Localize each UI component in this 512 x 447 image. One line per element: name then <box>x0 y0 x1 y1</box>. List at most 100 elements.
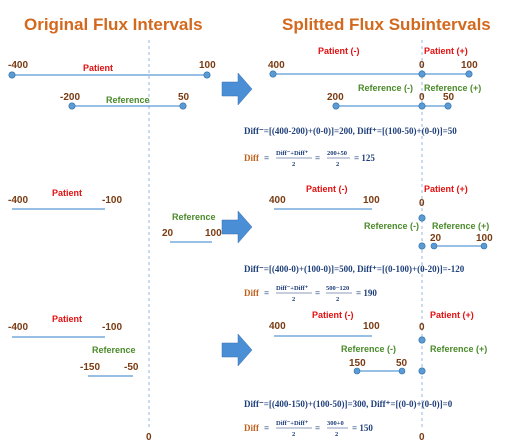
p3-equals: = <box>264 423 269 433</box>
p3-left-patient-start: -400 <box>8 322 28 333</box>
p2-right-patient-zero-dot <box>418 214 426 222</box>
p3-right-patient-zero-dot <box>418 336 426 344</box>
p2-frac-den: 2 <box>292 296 295 303</box>
p1-diff-label: Diff <box>244 153 260 163</box>
p3-right-reference-neg-start: 150 <box>349 358 366 369</box>
p2-left-reference-label: Reference <box>172 212 216 222</box>
p1-equals: = <box>264 153 269 163</box>
p2-right-reference-pos-label: Reference (+) <box>432 221 489 231</box>
p1-left-patient-end: 100 <box>199 60 216 71</box>
p2-right-patient-pos-label: Patient (+) <box>424 184 468 194</box>
p1-left-reference-label: Reference <box>106 95 150 105</box>
p3-arrow-icon <box>221 333 253 367</box>
p3-left-reference-end: -50 <box>124 362 139 373</box>
p1-right-patient-split-dot <box>418 70 426 78</box>
p2-right-reference-pos-start-dot <box>430 242 438 250</box>
p1-diff-components-equation: Diff⁻=[(400-200)+(0-0)]=200, Diff⁺=[(100… <box>244 126 457 136</box>
p3-right-patient-neg-start: 400 <box>269 321 286 332</box>
p1-right-patient-pos-label: Patient (+) <box>424 46 468 56</box>
p2-right-reference-pos-end-dot <box>480 242 488 250</box>
p2-diff-components-equation: Diff⁻=[(400-0)+(100-0)]=500, Diff⁺=[(0-1… <box>244 264 465 274</box>
right-title: Splitted Flux Subintervals <box>282 15 491 34</box>
p3-right-reference-neg-label: Reference (-) <box>341 344 396 354</box>
p2-right-patient-neg-label: Patient (-) <box>306 184 348 194</box>
panel-3: -400 -100 Patient -150 -50 Reference 400… <box>8 310 487 438</box>
p3-right-reference-zero-dot <box>418 367 426 375</box>
p3-right-reference-neg-start-dot <box>353 367 361 375</box>
p1-left-reference-end-dot <box>179 102 187 110</box>
p1-arrow-icon <box>221 72 253 106</box>
p1-right-reference-split-dot <box>418 102 426 110</box>
p2-left-reference-start: 20 <box>162 228 174 239</box>
p1-frac-den: 2 <box>292 161 295 168</box>
p2-left-patient-start: -400 <box>8 195 28 206</box>
p2-frac-num: Diff⁻+Diff⁺ <box>276 285 309 292</box>
p2-equals: = <box>264 288 269 298</box>
p3-left-reference-start: -150 <box>80 362 100 373</box>
p2-left-patient-label: Patient <box>52 188 82 198</box>
p3-diff-components-equation: Diff⁻=[(400-150)+(100-50)]=300, Diff⁺=[(… <box>244 399 453 409</box>
p2-right-reference-pos-start: 20 <box>430 233 442 244</box>
p2-right-patient-neg-end: 100 <box>363 195 380 206</box>
p3-right-patient-neg-end: 100 <box>363 321 380 332</box>
p2-arrow-icon <box>221 210 253 244</box>
p1-left-reference-start: -200 <box>60 92 80 103</box>
p2-value-den: 2 <box>336 296 339 303</box>
p3-right-patient-pos-label: Patient (+) <box>430 310 474 320</box>
p1-left-patient-start: -400 <box>8 60 28 71</box>
p3-left-reference-label: Reference <box>92 345 136 355</box>
p1-equals-2: = <box>315 153 320 163</box>
p1-right-patient-neg-start-dot <box>269 70 277 78</box>
p3-right-reference-neg-end-dot <box>398 367 406 375</box>
left-title: Original Flux Intervals <box>24 15 203 34</box>
p2-equals-2: = <box>315 288 320 298</box>
p3-value-num: 300+0 <box>327 420 344 427</box>
p1-right-patient-split: 0 <box>419 60 425 71</box>
p2-right-reference-zero-dot <box>418 242 426 250</box>
p3-equals-2: = <box>315 423 320 433</box>
p1-result: = 125 <box>354 153 375 163</box>
panel-2: -400 -100 Patient 20 100 Reference 400 1… <box>8 184 493 303</box>
p2-right-patient-pos-zero: 0 <box>419 198 425 209</box>
p3-frac-num: Diff⁻+Diff⁺ <box>276 420 309 427</box>
p1-right-reference-neg-start: 200 <box>327 92 344 103</box>
p2-right-reference-pos-end: 100 <box>476 233 493 244</box>
p3-right-patient-pos-zero: 0 <box>419 322 425 333</box>
right-zero-label: 0 <box>419 432 425 443</box>
p2-diff-label: Diff <box>244 288 260 298</box>
p3-right-reference-neg-end: 50 <box>396 358 408 369</box>
p1-right-reference-neg-start-dot <box>332 102 340 110</box>
p2-right-reference-neg-label: Reference (-) <box>364 221 419 231</box>
p2-result: = 190 <box>356 288 377 298</box>
p1-right-reference-neg-label: Reference (-) <box>358 83 413 93</box>
p1-right-reference-pos-end-dot <box>444 102 452 110</box>
left-zero-label: 0 <box>146 432 152 443</box>
p1-right-reference-pos-end: 50 <box>443 92 455 103</box>
p2-left-patient-end: -100 <box>102 195 122 206</box>
p1-value-den: 2 <box>336 161 339 168</box>
p1-left-reference-start-dot <box>68 102 76 110</box>
p3-right-patient-neg-label: Patient (-) <box>312 310 354 320</box>
p1-left-reference-end: 50 <box>178 92 190 103</box>
p1-value-num: 200+50 <box>327 150 347 157</box>
p1-left-patient-label: Patient <box>83 63 113 73</box>
p3-result: = 150 <box>352 423 373 433</box>
p1-right-patient-neg-label: Patient (-) <box>318 46 360 56</box>
p3-right-reference-pos-label: Reference (+) <box>430 344 487 354</box>
p3-left-patient-label: Patient <box>52 314 82 324</box>
p3-diff-label: Diff <box>244 423 260 433</box>
p3-left-patient-end: -100 <box>102 322 122 333</box>
p3-frac-den: 2 <box>292 431 295 438</box>
p1-right-patient-pos-end: 100 <box>461 60 478 71</box>
p2-right-patient-neg-start: 400 <box>269 195 286 206</box>
p1-frac-num: Diff⁻+Diff⁺ <box>276 150 309 157</box>
p2-left-reference-end: 100 <box>205 228 222 239</box>
p1-right-patient-neg-start: 400 <box>268 60 285 71</box>
p1-right-patient-pos-end-dot <box>465 70 473 78</box>
panel-1: -400 100 Patient -200 50 Reference 400 0… <box>8 46 481 168</box>
p1-right-reference-pos-label: Reference (+) <box>424 83 481 93</box>
p3-value-den: 2 <box>335 431 338 438</box>
p2-value-num: 500−120 <box>326 285 349 292</box>
p1-left-patient-start-dot <box>8 71 16 79</box>
